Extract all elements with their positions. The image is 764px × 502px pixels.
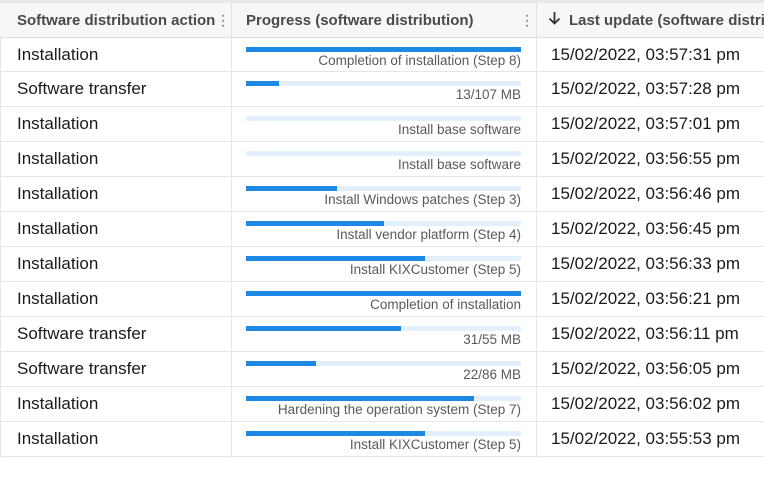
cell-last-update: 15/02/2022, 03:57:28 pm <box>551 79 741 98</box>
progress-bar <box>246 326 521 331</box>
table-row[interactable]: Installation Completion of installation (… <box>0 38 764 72</box>
cell-progress: Completion of installation <box>246 282 521 316</box>
column-header-action[interactable]: Software distribution action ⋮ <box>0 3 231 37</box>
cell-progress: Install KIXCustomer (Step 5) <box>246 422 521 456</box>
table-row[interactable]: Software transfer 31/55 MB 15/02/2022, 03:… <box>0 317 764 352</box>
cell-progress: 31/55 MB <box>246 317 521 351</box>
sort-descending-icon[interactable] <box>548 11 561 29</box>
cell-action: Software transfer <box>17 359 147 378</box>
table-row[interactable]: Installation Hardening the operation syst… <box>0 387 764 422</box>
progress-bar <box>246 396 521 401</box>
cell-last-update: 15/02/2022, 03:56:21 pm <box>551 289 741 308</box>
table-row[interactable]: Installation Install KIXCustomer (Step 5)… <box>0 422 764 457</box>
column-divider <box>536 38 537 458</box>
progress-bar-fill <box>246 431 425 436</box>
grid-header: Software distribution action ⋮ Progress … <box>0 3 764 38</box>
progress-bar <box>246 221 521 226</box>
progress-bar-fill <box>246 81 280 86</box>
progress-label: 31/55 MB <box>463 332 521 347</box>
cell-progress: Install base software <box>246 142 521 176</box>
cell-last-update: 15/02/2022, 03:56:05 pm <box>551 359 741 378</box>
cell-action: Installation <box>17 184 99 203</box>
cell-progress: Install vendor platform (Step 4) <box>246 212 521 246</box>
progress-label: 22/86 MB <box>463 367 521 382</box>
column-divider[interactable] <box>536 3 537 37</box>
progress-bar <box>246 361 521 366</box>
progress-bar <box>246 186 521 191</box>
cell-last-update: 15/02/2022, 03:57:31 pm <box>551 45 741 64</box>
progress-bar <box>246 151 521 156</box>
column-header-progress[interactable]: Progress (software distribution) ⋮ <box>231 3 536 37</box>
column-header-last-update-label: Last update (software distri <box>569 11 764 29</box>
grid-body: Installation Completion of installation (… <box>0 38 764 457</box>
progress-label: Completion of installation <box>370 297 521 312</box>
cell-last-update: 15/02/2022, 03:56:33 pm <box>551 254 741 273</box>
table-row[interactable]: Installation Install base software 15/02/2… <box>0 107 764 142</box>
cell-progress: 22/86 MB <box>246 352 521 386</box>
cell-progress: Install Windows patches (Step 3) <box>246 177 521 211</box>
cell-progress: Install base software <box>246 107 521 141</box>
cell-action: Installation <box>17 394 99 413</box>
progress-bar-fill <box>246 291 521 296</box>
cell-action: Installation <box>17 289 99 308</box>
cell-action: Installation <box>17 254 99 273</box>
cell-last-update: 15/02/2022, 03:56:45 pm <box>551 219 741 238</box>
cell-progress: Hardening the operation system (Step 7) <box>246 387 521 421</box>
progress-bar-fill <box>246 47 521 52</box>
progress-bar-fill <box>246 396 475 401</box>
column-header-last-update[interactable]: Last update (software distri <box>536 3 764 37</box>
cell-last-update: 15/02/2022, 03:56:11 pm <box>551 324 739 343</box>
column-menu-icon[interactable]: ⋮ <box>520 12 534 28</box>
cell-last-update: 15/02/2022, 03:56:02 pm <box>551 394 741 413</box>
progress-bar-fill <box>246 186 337 191</box>
cell-last-update: 15/02/2022, 03:56:46 pm <box>551 184 741 203</box>
cell-last-update: 15/02/2022, 03:56:55 pm <box>551 149 741 168</box>
progress-bar-fill <box>246 361 317 366</box>
progress-label: Install KIXCustomer (Step 5) <box>349 437 521 452</box>
cell-action: Installation <box>17 114 99 133</box>
cell-last-update: 15/02/2022, 03:55:53 pm <box>551 429 741 448</box>
cell-progress: Completion of installation (Step 8) <box>246 38 521 72</box>
progress-label: Completion of installation (Step 8) <box>318 53 521 68</box>
cell-progress: 13/107 MB <box>246 72 521 106</box>
progress-label: Hardening the operation system (Step 7) <box>277 402 521 417</box>
progress-bar-fill <box>246 326 401 331</box>
table-row[interactable]: Installation Install KIXCustomer (Step 5)… <box>0 247 764 282</box>
progress-bar-fill <box>246 256 425 261</box>
table-row[interactable]: Installation Install Windows patches (Ste… <box>0 177 764 212</box>
progress-label: Install base software <box>397 157 521 172</box>
cell-action: Software transfer <box>17 79 147 98</box>
cell-last-update: 15/02/2022, 03:57:01 pm <box>551 114 741 133</box>
table-row[interactable]: Software transfer 22/86 MB 15/02/2022, 03:… <box>0 352 764 387</box>
column-header-action-label: Software distribution action <box>17 11 216 29</box>
grid-top-strip <box>0 0 764 3</box>
table-row[interactable]: Installation Install vendor platform (Ste… <box>0 212 764 247</box>
table-row[interactable]: Installation Install base software 15/02/2… <box>0 142 764 177</box>
progress-bar <box>246 291 521 296</box>
cell-action: Installation <box>17 429 99 448</box>
progress-bar <box>246 47 521 52</box>
cell-action: Installation <box>17 45 99 64</box>
progress-bar <box>246 81 521 86</box>
cell-action: Software transfer <box>17 324 147 343</box>
progress-bar-fill <box>246 221 384 226</box>
progress-label: Install vendor platform (Step 4) <box>336 227 521 242</box>
column-divider[interactable] <box>231 3 232 37</box>
progress-bar <box>246 256 521 261</box>
progress-bar <box>246 116 521 121</box>
cell-action: Installation <box>17 149 99 168</box>
progress-label: Install KIXCustomer (Step 5) <box>349 262 521 277</box>
cell-progress: Install KIXCustomer (Step 5) <box>246 247 521 281</box>
column-divider <box>231 38 232 458</box>
progress-label: 13/107 MB <box>455 87 521 102</box>
column-menu-icon[interactable]: ⋮ <box>216 12 230 28</box>
progress-label: Install base software <box>397 122 521 137</box>
table-row[interactable]: Installation Completion of installation 15… <box>0 282 764 317</box>
cell-action: Installation <box>17 219 99 238</box>
grid-left-border <box>0 38 1 458</box>
table-row[interactable]: Software transfer 13/107 MB 15/02/2022, 03… <box>0 72 764 107</box>
progress-bar <box>246 431 521 436</box>
progress-label: Install Windows patches (Step 3) <box>324 192 521 207</box>
column-header-progress-label: Progress (software distribution) <box>246 11 474 29</box>
